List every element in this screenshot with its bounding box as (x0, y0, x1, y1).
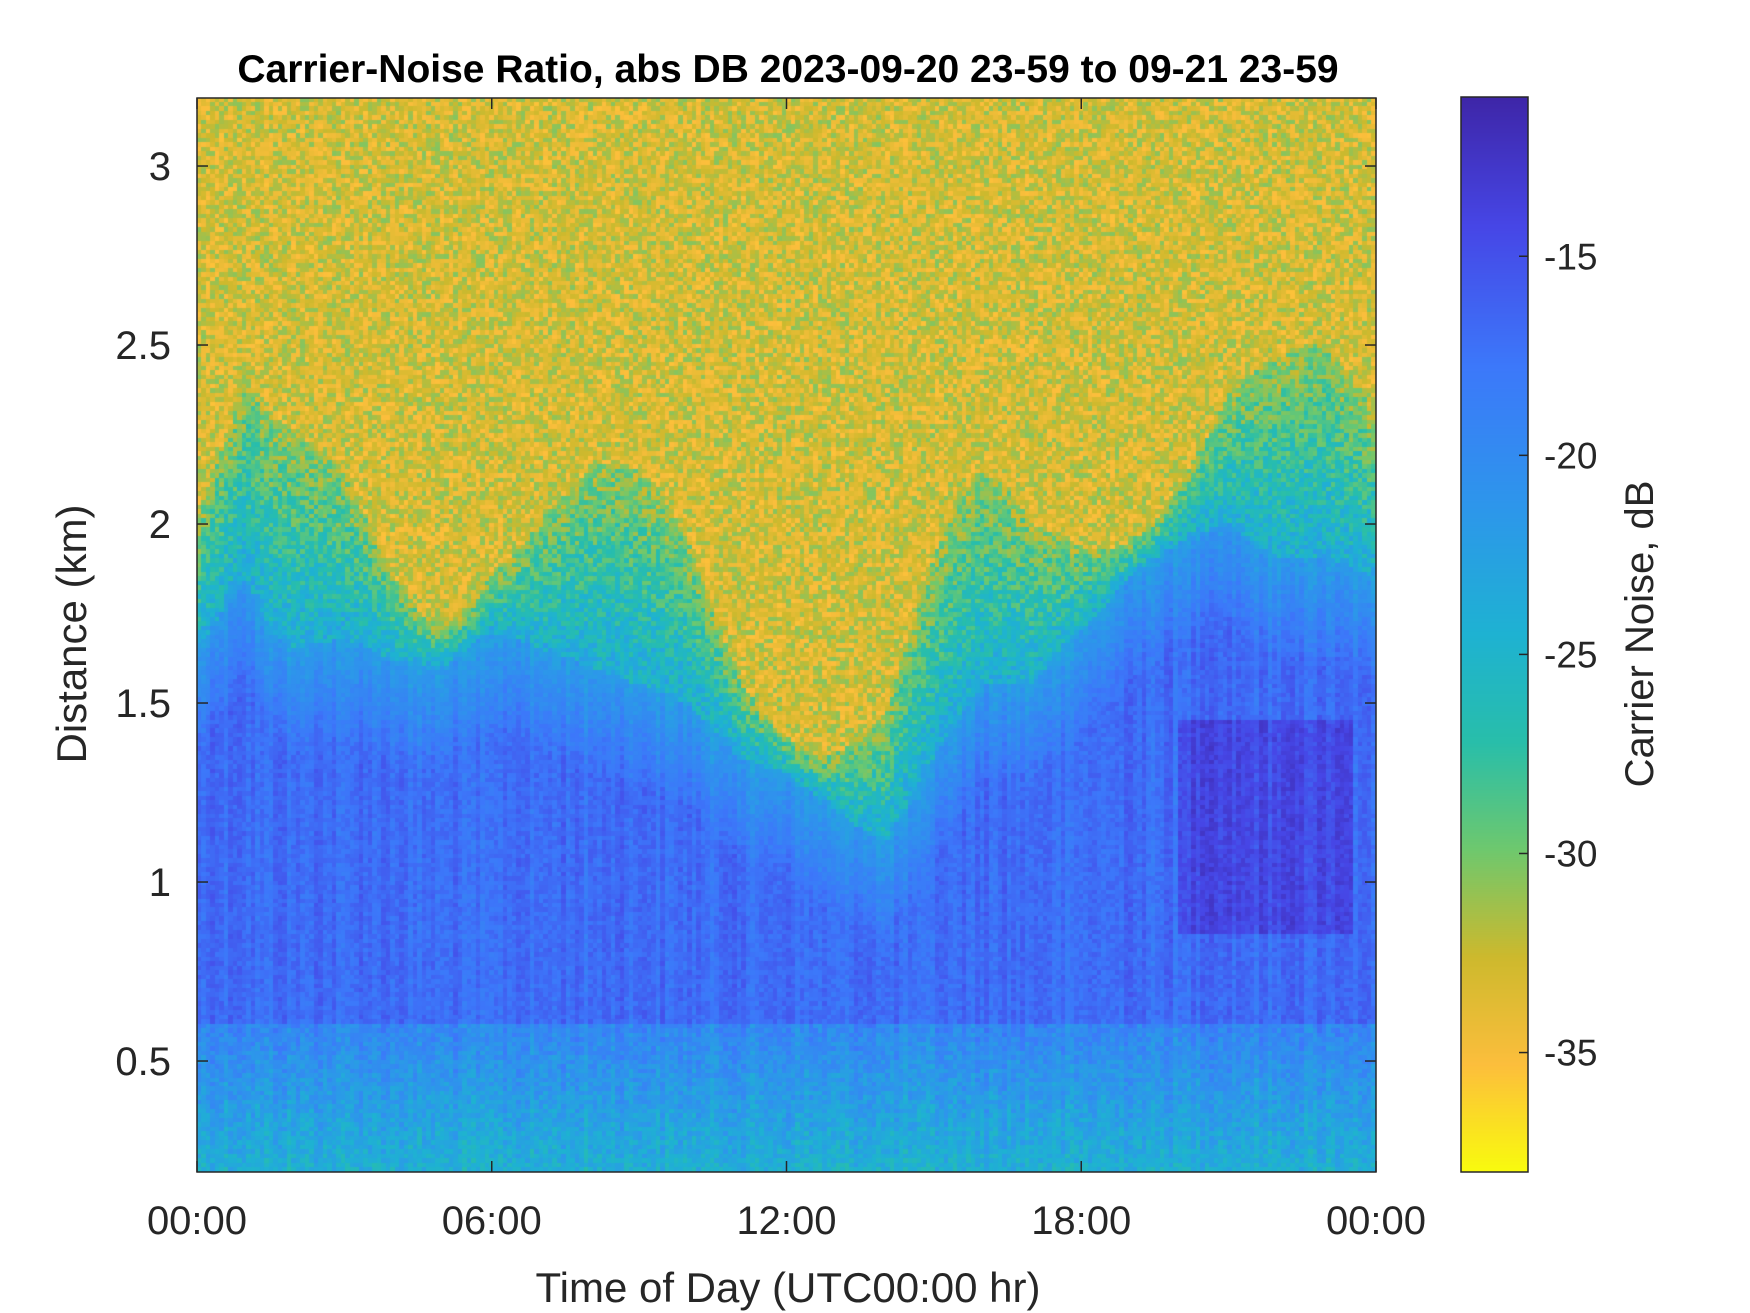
colorbar-label: Carrier Noise, dB (1618, 481, 1662, 788)
colorbar-box (1460, 96, 1529, 1173)
y-tick-label: 2.5 (115, 324, 171, 368)
x-tick-label: 06:00 (442, 1199, 542, 1243)
y-tick-label: 1 (149, 861, 171, 905)
chart-title: Carrier-Noise Ratio, abs DB 2023-09-20 2… (237, 48, 1338, 91)
colorbar-gradient (1461, 97, 1528, 1172)
colorbar-tick-label: -20 (1544, 435, 1597, 476)
y-tick-label: 3 (149, 145, 171, 189)
x-axis-label: Time of Day (UTC00:00 hr) (536, 1264, 1041, 1311)
plot-box (196, 97, 1377, 1173)
colorbar-tick-label: -15 (1544, 236, 1597, 277)
colorbar-tick-label: -25 (1544, 634, 1597, 675)
y-axis-label: Distance (km) (48, 504, 95, 763)
heatmap-image (197, 98, 1376, 1172)
x-tick-label: 00:00 (1326, 1199, 1426, 1243)
y-axis: 0.5 1 1.5 2 2.5 3 (115, 145, 1376, 1084)
x-tick-label: 12:00 (736, 1199, 836, 1243)
x-tick-label: 18:00 (1031, 1199, 1131, 1243)
x-tick-label: 00:00 (147, 1199, 247, 1243)
x-axis: 00:00 06:00 12:00 18:00 00:00 (147, 98, 1426, 1243)
plot-frame (196, 96, 1529, 1173)
y-tick-label: 2 (149, 503, 171, 547)
y-tick-label: 1.5 (115, 682, 171, 726)
colorbar-tick-label: -30 (1544, 833, 1597, 874)
y-tick-label: 0.5 (115, 1040, 171, 1084)
colorbar-axis: -15 -20 -25 -30 -35 (1519, 236, 1597, 1074)
colorbar-tick-label: -35 (1544, 1033, 1597, 1074)
